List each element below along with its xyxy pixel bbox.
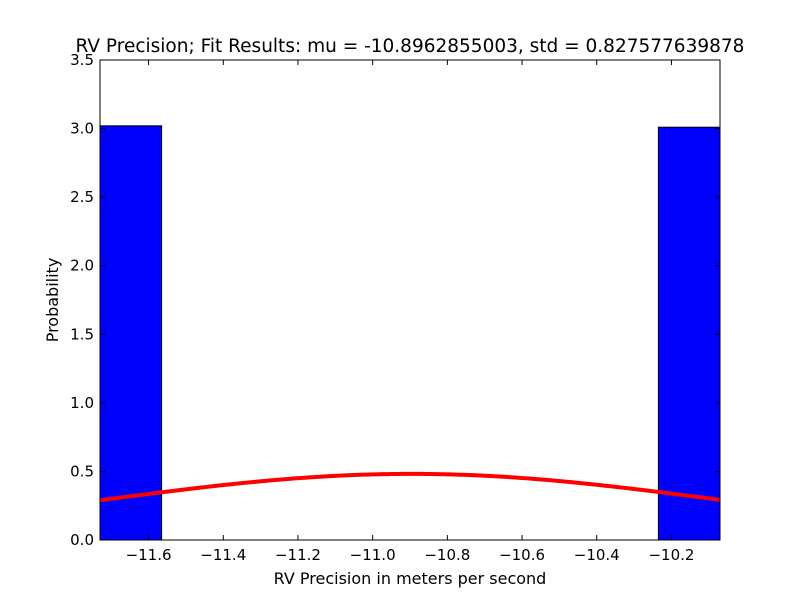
fit-curve-line bbox=[99, 471, 721, 503]
x-tick-label: −11.2 bbox=[275, 546, 321, 564]
y-tick-label: 2.5 bbox=[70, 188, 94, 206]
tick-marks bbox=[100, 59, 720, 541]
y-tick-label: 1.0 bbox=[70, 394, 94, 412]
y-tick-labels: 0.0 0.5 1.0 1.5 2.0 2.5 3.0 3.5 bbox=[70, 51, 94, 549]
x-axis-label: RV Precision in meters per second bbox=[274, 569, 547, 588]
histogram-bar bbox=[99, 125, 163, 541]
x-tick-labels: −11.6 −11.4 −11.2 −11.0 −10.8 −10.6 −10.4 −10.2 bbox=[126, 546, 695, 564]
y-tick-label: 1.5 bbox=[70, 325, 94, 343]
histogram-bar bbox=[657, 126, 721, 541]
y-tick-label: 0.0 bbox=[70, 531, 94, 549]
chart-title: RV Precision; Fit Results: mu = -10.8962… bbox=[76, 36, 745, 57]
x-tick-label: −10.8 bbox=[424, 546, 470, 564]
y-tick-label: 3.5 bbox=[70, 51, 94, 69]
x-tick-label: −10.4 bbox=[574, 546, 620, 564]
y-axis-label: Probability bbox=[43, 258, 62, 343]
axes-frame bbox=[99, 59, 721, 541]
x-tick-label: −10.6 bbox=[499, 546, 545, 564]
x-tick-label: −10.2 bbox=[648, 546, 694, 564]
x-tick-label: −11.4 bbox=[200, 546, 246, 564]
plot-area bbox=[99, 125, 721, 541]
y-tick-label: 3.0 bbox=[70, 120, 94, 138]
x-tick-label: −11.6 bbox=[126, 546, 172, 564]
x-tick-label: −11.0 bbox=[350, 546, 396, 564]
y-tick-label: 2.0 bbox=[70, 257, 94, 275]
y-tick-label: 0.5 bbox=[70, 462, 94, 480]
